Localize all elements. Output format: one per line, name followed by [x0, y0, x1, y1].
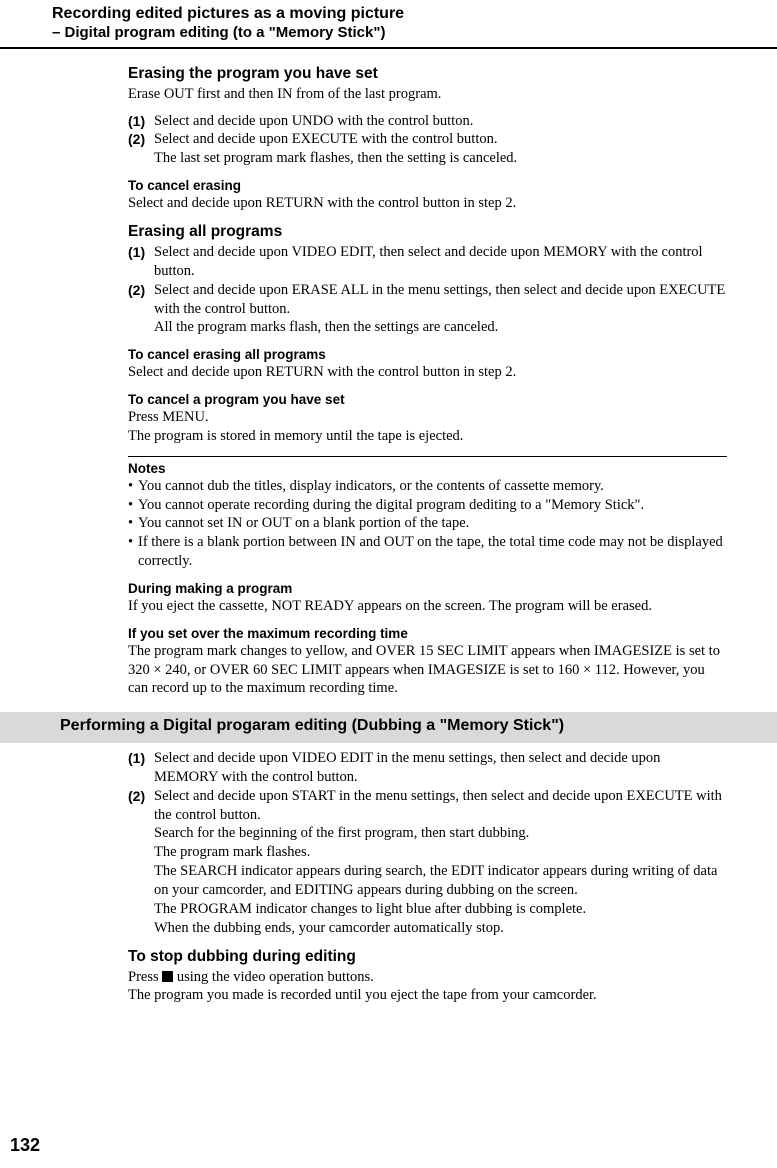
erasing-steps: (1) Select and decide upon UNDO with the…	[128, 112, 727, 169]
grey-section-performing: Performing a Digital progaram editing (D…	[0, 712, 777, 743]
note-item: • You cannot dub the titles, display ind…	[128, 477, 727, 496]
heading-cancel-erasing: To cancel erasing	[128, 178, 727, 193]
step-number: (2)	[128, 787, 154, 825]
step-continuation: All the program marks flash, then the se…	[128, 318, 727, 337]
step-text: Select and decide upon EXECUTE with the …	[154, 130, 727, 149]
step-number: (1)	[128, 749, 154, 787]
step-item: (1) Select and decide upon UNDO with the…	[128, 112, 727, 131]
heading-erasing-program: Erasing the program you have set	[128, 65, 727, 83]
body-text: The program is stored in memory until th…	[128, 427, 727, 446]
step-continuation: The SEARCH indicator appears during sear…	[128, 862, 727, 900]
step-continuation: The program mark flashes.	[128, 843, 727, 862]
heading-cancel-program-set: To cancel a program you have set	[128, 392, 727, 407]
body-text: The program mark changes to yellow, and …	[128, 642, 727, 699]
heading-erasing-all: Erasing all programs	[128, 223, 727, 241]
step-text: Select and decide upon VIDEO EDIT, then …	[154, 243, 727, 281]
step-continuation: When the dubbing ends, your camcorder au…	[128, 919, 727, 938]
heading-notes: Notes	[128, 461, 727, 476]
step-item: (2) Select and decide upon EXECUTE with …	[128, 130, 727, 149]
body-text: Select and decide upon RETURN with the c…	[128, 194, 727, 213]
step-number: (1)	[128, 112, 154, 131]
heading-during-making: During making a program	[128, 581, 727, 596]
step-text: Select and decide upon VIDEO EDIT in the…	[154, 749, 727, 787]
body-text: If you eject the cassette, NOT READY app…	[128, 597, 727, 616]
bullet-icon: •	[128, 514, 138, 533]
note-text: You cannot set IN or OUT on a blank port…	[138, 514, 727, 533]
step-text: Select and decide upon UNDO with the con…	[154, 112, 727, 131]
note-text: If there is a blank portion between IN a…	[138, 533, 727, 571]
step-continuation: The PROGRAM indicator changes to light b…	[128, 900, 727, 919]
body-text: Press using the video operation buttons.	[128, 968, 727, 987]
text-pre: Press	[128, 969, 162, 985]
heading-over-max: If you set over the maximum recording ti…	[128, 626, 727, 641]
page-header: Recording edited pictures as a moving pi…	[0, 0, 777, 49]
grey-section-title: Performing a Digital progaram editing (D…	[60, 716, 727, 737]
bullet-icon: •	[128, 496, 138, 515]
divider	[128, 456, 727, 457]
main-content: Erasing the program you have set Erase O…	[0, 65, 777, 699]
note-text: You cannot operate recording during the …	[138, 496, 727, 515]
body-text: Press MENU.	[128, 408, 727, 427]
note-item: • If there is a blank portion between IN…	[128, 533, 727, 571]
performing-steps: (1) Select and decide upon VIDEO EDIT in…	[128, 749, 727, 937]
text-post: using the video operation buttons.	[173, 969, 374, 985]
page-title: Recording edited pictures as a moving pi…	[52, 4, 777, 24]
stop-icon	[162, 971, 173, 982]
bullet-icon: •	[128, 533, 138, 571]
erasing-all-steps: (1) Select and decide upon VIDEO EDIT, t…	[128, 243, 727, 337]
body-text: Select and decide upon RETURN with the c…	[128, 363, 727, 382]
step-text: Select and decide upon ERASE ALL in the …	[154, 281, 727, 319]
page-subtitle: – Digital program editing (to a "Memory …	[52, 24, 777, 43]
step-text: Select and decide upon START in the menu…	[154, 787, 727, 825]
step-item: (2) Select and decide upon START in the …	[128, 787, 727, 825]
intro-text: Erase OUT first and then IN from of the …	[128, 85, 727, 104]
step-item: (1) Select and decide upon VIDEO EDIT, t…	[128, 243, 727, 281]
step-number: (1)	[128, 243, 154, 281]
page-number: 132	[10, 1135, 40, 1156]
heading-cancel-all: To cancel erasing all programs	[128, 347, 727, 362]
heading-stop-dubbing: To stop dubbing during editing	[128, 948, 727, 966]
step-item: (2) Select and decide upon ERASE ALL in …	[128, 281, 727, 319]
step-continuation: The last set program mark flashes, then …	[128, 149, 727, 168]
content-after: (1) Select and decide upon VIDEO EDIT in…	[0, 749, 777, 1005]
step-continuation: Search for the beginning of the first pr…	[128, 824, 727, 843]
body-text: The program you made is recorded until y…	[128, 986, 727, 1005]
note-text: You cannot dub the titles, display indic…	[138, 477, 727, 496]
note-item: • You cannot set IN or OUT on a blank po…	[128, 514, 727, 533]
step-number: (2)	[128, 130, 154, 149]
step-item: (1) Select and decide upon VIDEO EDIT in…	[128, 749, 727, 787]
note-item: • You cannot operate recording during th…	[128, 496, 727, 515]
bullet-icon: •	[128, 477, 138, 496]
step-number: (2)	[128, 281, 154, 319]
